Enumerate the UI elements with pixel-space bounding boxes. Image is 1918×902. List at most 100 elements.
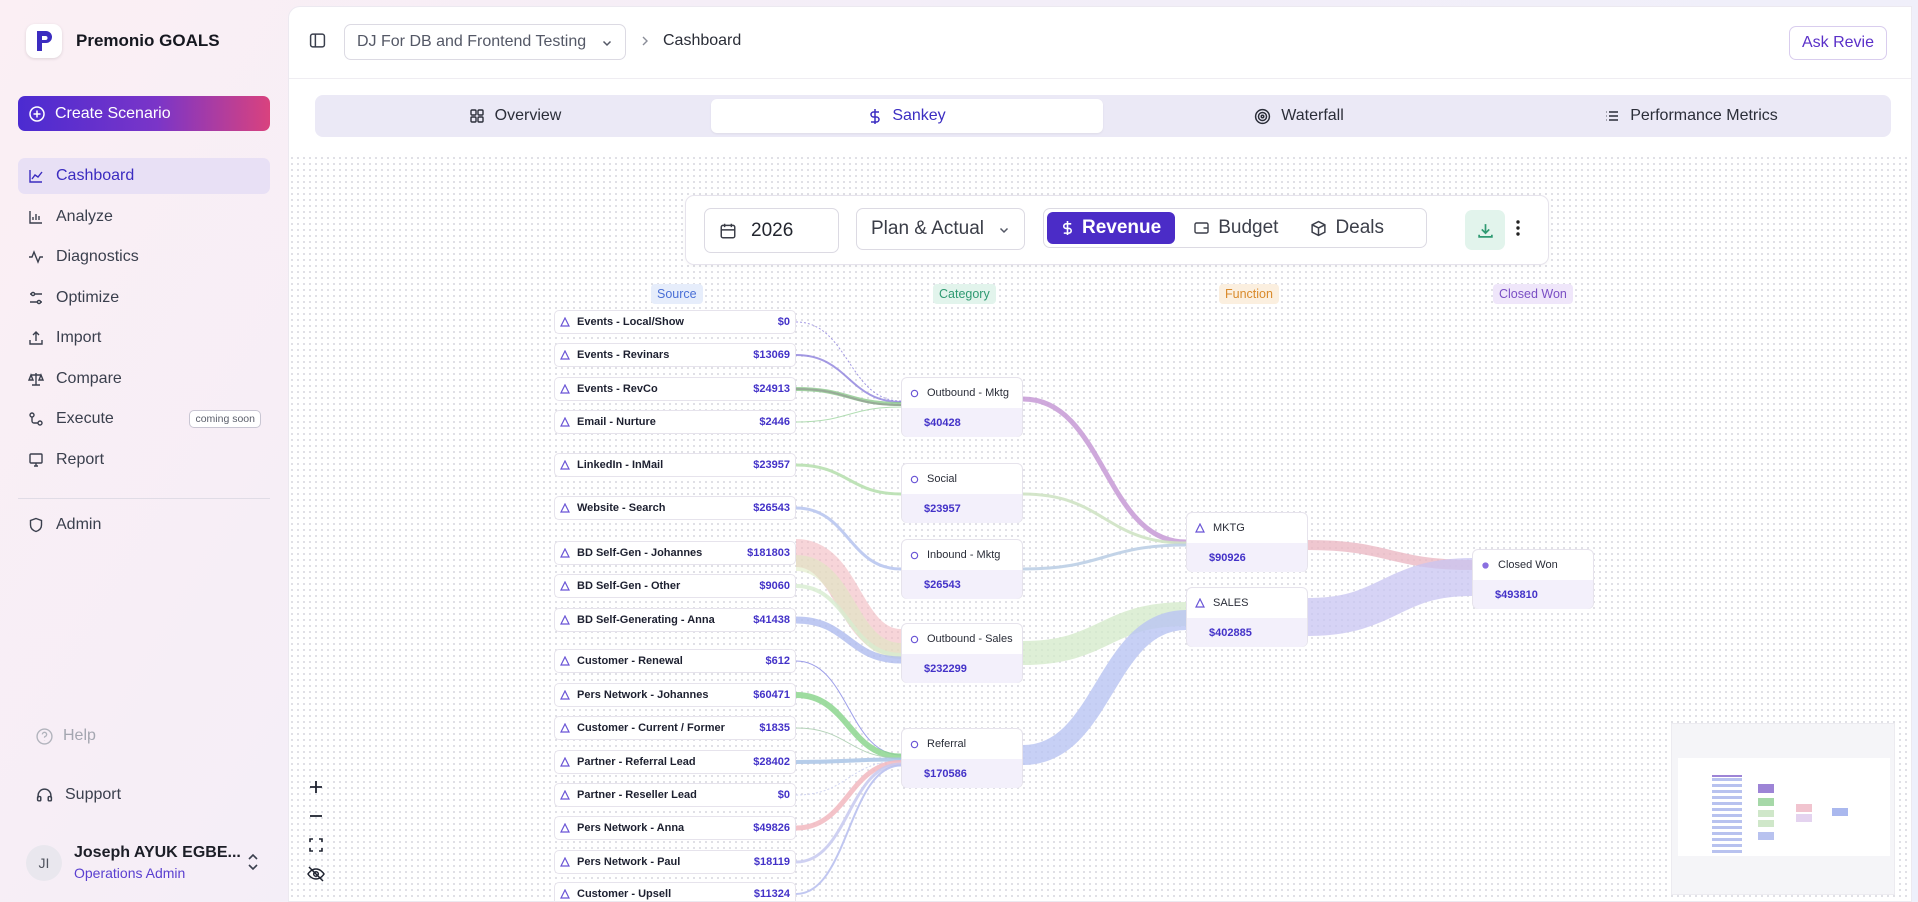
source-name: Customer - Current / Former (577, 722, 725, 734)
category-node[interactable]: Outbound - Mktg $40428 (901, 377, 1023, 437)
source-name: BD Self-Gen - Johannes (577, 547, 703, 559)
category-name: Outbound - Sales (927, 633, 1013, 645)
minimap-viewport (1678, 758, 1890, 856)
category-node[interactable]: Outbound - Sales $232299 (901, 623, 1023, 683)
source-node[interactable]: Email - Nurture $2446 (554, 410, 796, 434)
sidebar-item-label: Compare (56, 369, 122, 387)
target-icon (1255, 108, 1271, 124)
category-name: Referral (927, 738, 967, 750)
function-name: MKTG (1213, 522, 1245, 534)
ask-revie-button[interactable]: Ask Revie (1788, 26, 1887, 60)
node-type-icon (560, 615, 570, 625)
sidebar-item-import[interactable]: Import (18, 320, 270, 356)
source-node[interactable]: BD Self-Gen - Other $9060 (554, 574, 796, 598)
source-node[interactable]: Events - RevCo $24913 (554, 377, 796, 401)
category-value: $232299 (902, 654, 1022, 683)
function-node[interactable]: SALES $402885 (1186, 587, 1308, 647)
toggle-visibility-button[interactable] (301, 859, 331, 888)
breadcrumb[interactable]: Cashboard (663, 32, 742, 49)
category-name: Social (927, 473, 957, 485)
function-node[interactable]: MKTG $90926 (1186, 512, 1308, 572)
sankey-links (794, 321, 1473, 895)
chevron-down-icon (602, 40, 612, 47)
plus-icon (310, 780, 322, 793)
source-node[interactable]: Events - Revinars $13069 (554, 343, 796, 367)
support-link[interactable]: Support (36, 786, 121, 804)
sidebar-item-diagnostics[interactable]: Diagnostics (18, 239, 270, 275)
tab-waterfall[interactable]: Waterfall (1103, 99, 1495, 133)
zoom-out-button[interactable] (301, 801, 331, 830)
source-node[interactable]: Website - Search $26543 (554, 496, 796, 520)
segment-deals[interactable]: Deals (1296, 212, 1398, 244)
tab-performance-metrics[interactable]: Performance Metrics (1495, 99, 1887, 133)
source-node[interactable]: Customer - Upsell $11324 (554, 882, 796, 901)
sidebar-item-label: Diagnostics (56, 248, 139, 265)
function-value: $90926 (1187, 543, 1307, 572)
segment-revenue[interactable]: Revenue (1047, 212, 1176, 244)
sidebar-toggle-icon[interactable] (309, 32, 326, 49)
source-node[interactable]: Partner - Referral Lead $28402 (554, 750, 796, 774)
sidebar-item-analyze[interactable]: Analyze (18, 199, 270, 235)
sankey-link (795, 406, 902, 423)
category-node[interactable]: Referral $170586 (901, 728, 1023, 788)
sidebar-item-cashboard[interactable]: Cashboard (18, 158, 270, 194)
sidebar-item-optimize[interactable]: Optimize (18, 280, 270, 316)
tab-label: Waterfall (1281, 107, 1344, 124)
brand[interactable]: Premonio GOALS (26, 24, 220, 58)
help-link[interactable]: Help (36, 727, 96, 745)
tab-sankey[interactable]: Sankey (711, 99, 1103, 133)
sidebar-item-label: Analyze (56, 207, 113, 225)
sidebar-item-admin[interactable]: Admin (18, 507, 270, 543)
source-node[interactable]: Pers Network - Anna $49826 (554, 816, 796, 840)
source-node[interactable]: Customer - Current / Former $1835 (554, 716, 796, 740)
source-node[interactable]: Partner - Reseller Lead $0 (554, 783, 796, 807)
source-node[interactable]: Pers Network - Johannes $60471 (554, 683, 796, 707)
source-node[interactable]: BD Self-Generating - Anna $41438 (554, 608, 796, 632)
sidebar-item-execute[interactable]: Execute coming soon (18, 401, 270, 437)
user-menu[interactable]: JI Joseph AYUK EGBE... Operations Admin (26, 844, 266, 881)
tab-overview[interactable]: Overview (319, 99, 711, 133)
node-type-icon (560, 317, 570, 327)
category-node[interactable]: Social $23957 (901, 463, 1023, 523)
source-value: $0 (777, 789, 790, 801)
sidebar-item-compare[interactable]: Compare (18, 361, 270, 397)
source-value: $28402 (753, 756, 790, 768)
fit-view-button[interactable] (301, 830, 331, 859)
source-node[interactable]: Events - Local/Show $0 (554, 310, 796, 334)
plus-circle-icon (29, 105, 45, 122)
column-header-category: Category (933, 284, 996, 304)
sidebar-item-label: Execute (56, 410, 114, 427)
fullscreen-icon (309, 837, 323, 852)
source-node[interactable]: Pers Network - Paul $18119 (554, 850, 796, 874)
chevron-down-icon (999, 227, 1009, 234)
source-value: $612 (765, 655, 790, 667)
source-node[interactable]: BD Self-Gen - Johannes $181803 (554, 541, 796, 565)
source-node[interactable]: LinkedIn - InMail $23957 (554, 453, 796, 477)
sidebar-item-report[interactable]: Report (18, 442, 270, 478)
download-button[interactable] (1465, 210, 1505, 250)
category-node[interactable]: Inbound - Mktg $26543 (901, 539, 1023, 599)
tab-label: Sankey (892, 107, 946, 124)
source-value: $181803 (747, 547, 790, 559)
segment-budget[interactable]: Budget (1179, 212, 1292, 244)
headset-icon (36, 787, 53, 802)
year-picker[interactable]: 2026 (704, 208, 839, 253)
function-value: $402885 (1187, 618, 1307, 647)
category-name: Outbound - Mktg (927, 387, 1009, 399)
sankey-link (795, 388, 902, 406)
more-vertical-icon[interactable] (1515, 218, 1521, 238)
plan-mode-select[interactable]: Plan & Actual (856, 208, 1025, 250)
sidebar-item-label: Import (56, 329, 102, 346)
function-name: SALES (1213, 597, 1249, 609)
source-node[interactable]: Customer - Renewal $612 (554, 649, 796, 673)
create-scenario-button[interactable]: Create Scenario (18, 96, 270, 131)
closed-won-node[interactable]: Closed Won $493810 (1472, 549, 1594, 609)
segment-label: Budget (1218, 217, 1279, 238)
help-circle-icon (36, 727, 53, 745)
chevrons-up-down-icon[interactable] (246, 853, 260, 871)
sankey-link (795, 321, 902, 402)
minimap[interactable] (1671, 723, 1895, 895)
sankey-canvas[interactable]: 2026 Plan & Actual Revenue Budget Deals (289, 155, 1911, 901)
zoom-in-button[interactable] (301, 772, 331, 801)
project-select[interactable]: DJ For DB and Frontend Testing (344, 24, 626, 60)
